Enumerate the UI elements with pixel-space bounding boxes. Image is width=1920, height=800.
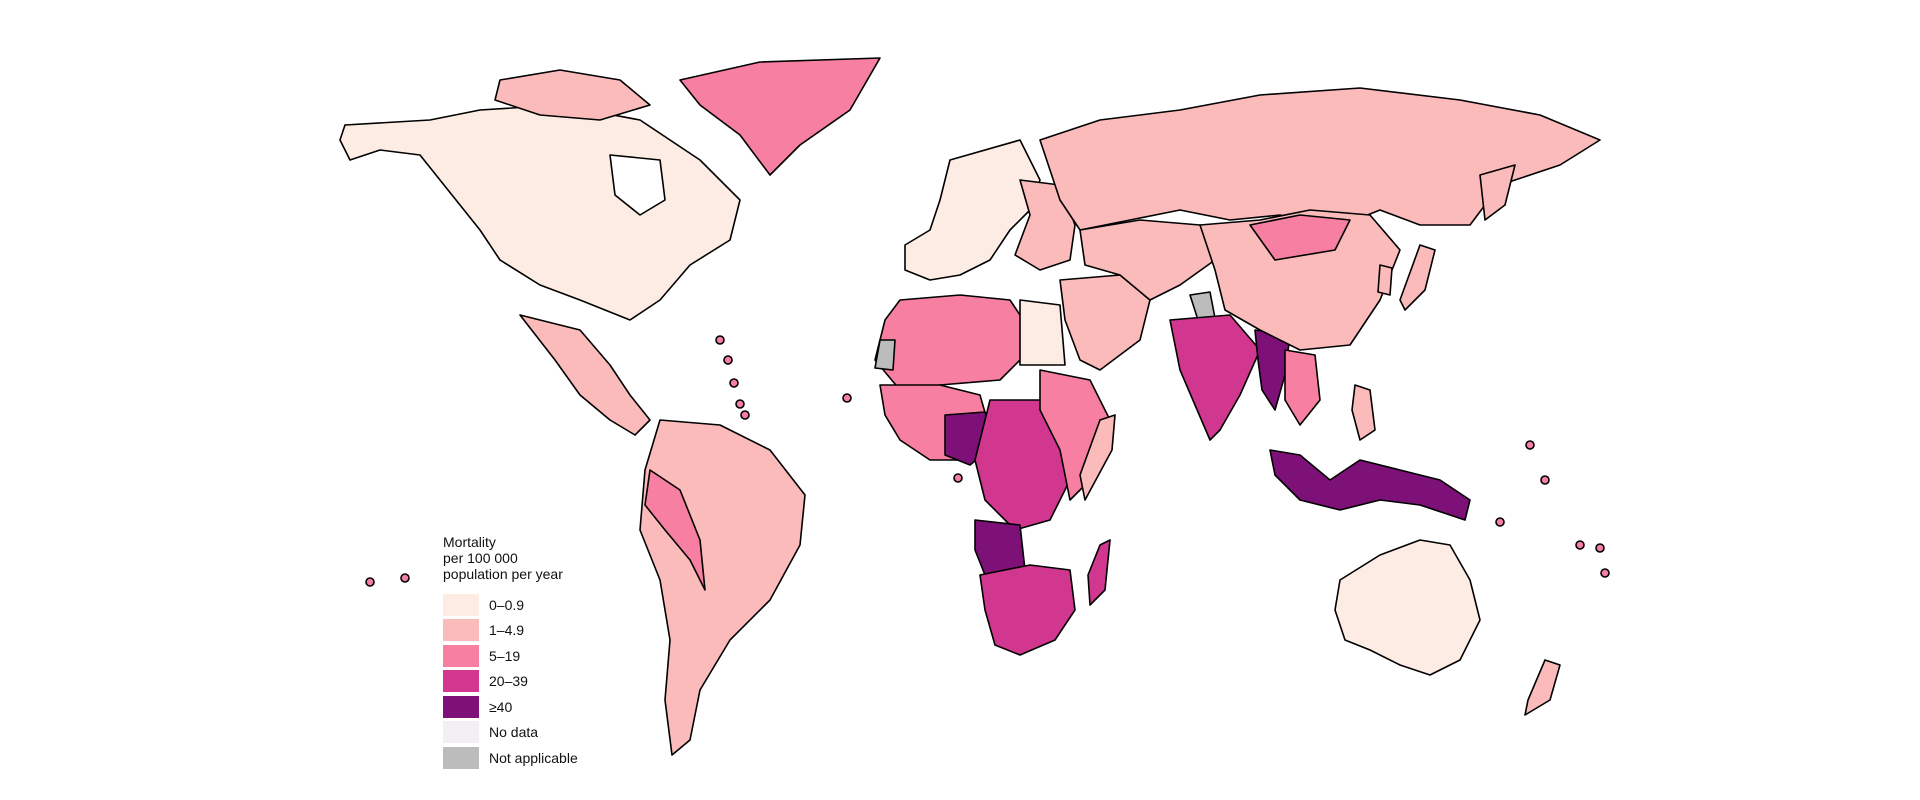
legend-swatch [443,593,479,616]
region-india [1169,314,1261,441]
legend-title: Mortality per 100 000 population per yea… [443,534,563,582]
region-north-america [339,104,741,321]
legend-swatch [443,644,479,667]
legend-swatch [443,721,479,744]
region-australia [1334,539,1481,676]
pacific-island [365,577,375,587]
region-madagascar [1087,539,1111,606]
atlantic-island [953,473,963,483]
region-kamchatka [1479,164,1516,221]
region-north-africa [874,294,1031,391]
region-new-zealand [1524,659,1561,716]
legend-label: 0–0.9 [489,596,525,613]
region-china [1199,209,1401,351]
region-korea [1377,264,1393,296]
region-mexico-central-america [519,314,651,436]
region-andes [644,469,706,591]
legend-item: ≥40 [443,694,578,720]
caribbean-island [723,355,733,365]
caribbean-island [715,335,725,345]
pacific-island [1495,517,1505,527]
pacific-island [400,573,410,583]
pacific-island [1525,440,1535,450]
pacific-island [1600,568,1610,578]
pacific-island [1595,543,1605,553]
region-south-america [639,419,806,756]
region-southern-africa [979,564,1076,656]
legend-swatch [443,746,479,769]
region-egypt [1019,299,1066,366]
region-central-asia [1079,219,1216,301]
legend-item: 0–0.9 [443,592,578,618]
hudson-bay [609,154,666,216]
region-arctic-islands [494,69,651,121]
region-western-sahara [874,339,896,371]
legend-rows: 0–0.9 1–4.9 5–19 20–39 ≥40 No data Not applica… [443,592,578,771]
region-russia [1039,87,1601,231]
legend-label: 1–4.9 [489,622,525,639]
region-western-europe [904,139,1041,281]
legend-label: 5–19 [489,647,521,664]
region-japan [1399,244,1436,311]
legend-item: 1–4.9 [443,618,578,644]
map-legend: Mortality per 100 000 population per yea… [443,534,578,771]
legend-item: 5–19 [443,643,578,669]
legend-swatch [443,670,479,693]
legend-item: Not applicable [443,745,578,771]
legend-swatch [443,619,479,642]
legend-label: 20–39 [489,673,528,690]
legend-label: Not applicable [489,749,578,766]
caribbean-island [740,410,750,420]
legend-label: ≥40 [489,698,513,715]
region-southeast-asia [1284,349,1321,426]
caribbean-island [729,378,739,388]
region-indonesia [1269,449,1471,521]
legend-swatch [443,695,479,718]
caribbean-island [735,399,745,409]
legend-label: No data [489,724,539,741]
region-greenland [679,57,881,176]
pacific-island [1540,475,1550,485]
atlantic-island [842,393,852,403]
region-somalia [1079,414,1116,501]
legend-item: 20–39 [443,669,578,695]
region-philippines [1351,384,1376,441]
legend-item: No data [443,720,578,746]
pacific-island [1575,540,1585,550]
region-mongolia [1249,214,1351,261]
